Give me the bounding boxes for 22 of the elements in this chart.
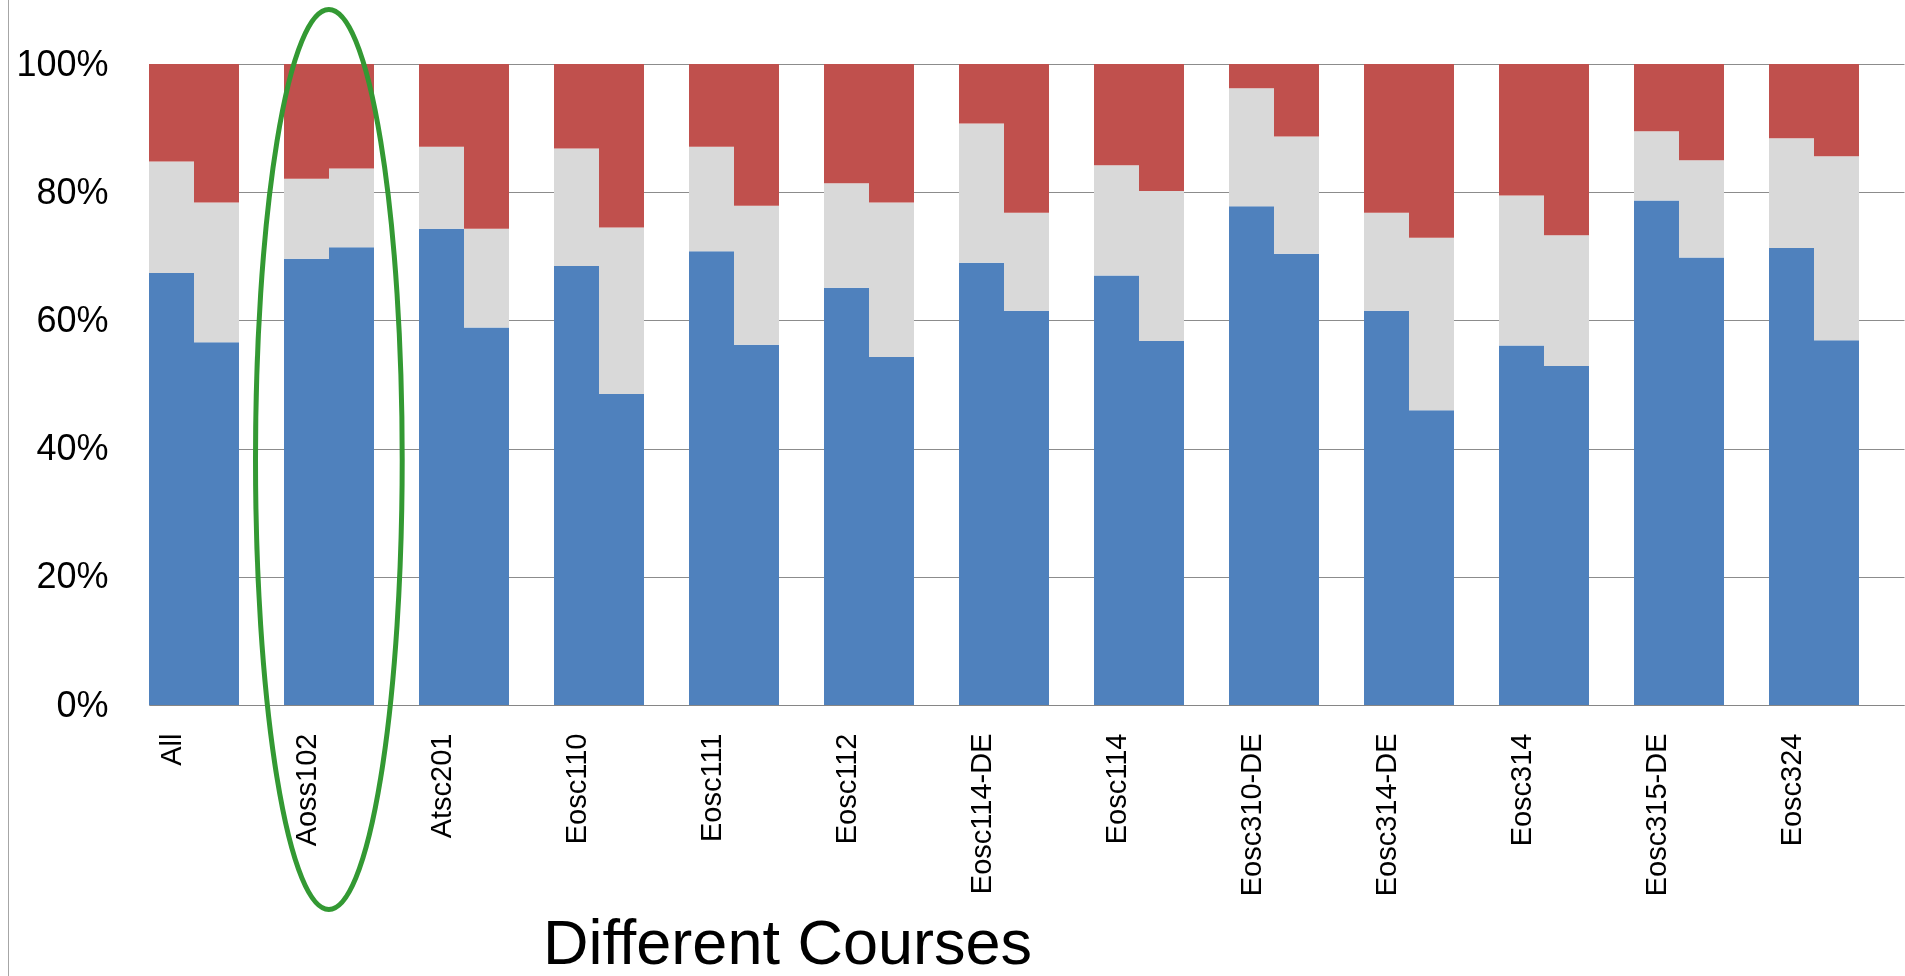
- x-tick-label: Eosc114: [1099, 733, 1132, 845]
- y-tick-label: 20%: [36, 555, 109, 597]
- x-tick-label: Eosc314: [1504, 733, 1537, 847]
- y-tick-label: 0%: [56, 683, 109, 725]
- bar: [464, 228, 509, 328]
- bar: [419, 146, 464, 229]
- y-tick-label: 40%: [36, 427, 109, 469]
- x-tick-label: Eosc114-DE: [964, 733, 997, 895]
- x-tick-label: All: [154, 733, 187, 766]
- x-tick-label: Eosc111: [694, 733, 727, 843]
- y-tick-label: 60%: [36, 298, 109, 340]
- x-axis-title: Different Courses: [542, 906, 1033, 976]
- x-tick-label: Eosc310-DE: [1234, 733, 1267, 897]
- x-tick-label: Eosc110: [559, 733, 592, 845]
- x-tick-label: Eosc112: [829, 733, 862, 845]
- y-tick-label: 80%: [36, 170, 109, 212]
- x-tick-label: Aoss102: [289, 733, 322, 847]
- x-tick-label: Eosc324: [1774, 733, 1807, 847]
- y-tick-label: 100%: [16, 42, 109, 84]
- x-tick-label: Eosc314-DE: [1369, 733, 1402, 897]
- x-tick-label: Eosc315-DE: [1639, 733, 1672, 897]
- x-tick-label: Atsc201: [424, 733, 457, 839]
